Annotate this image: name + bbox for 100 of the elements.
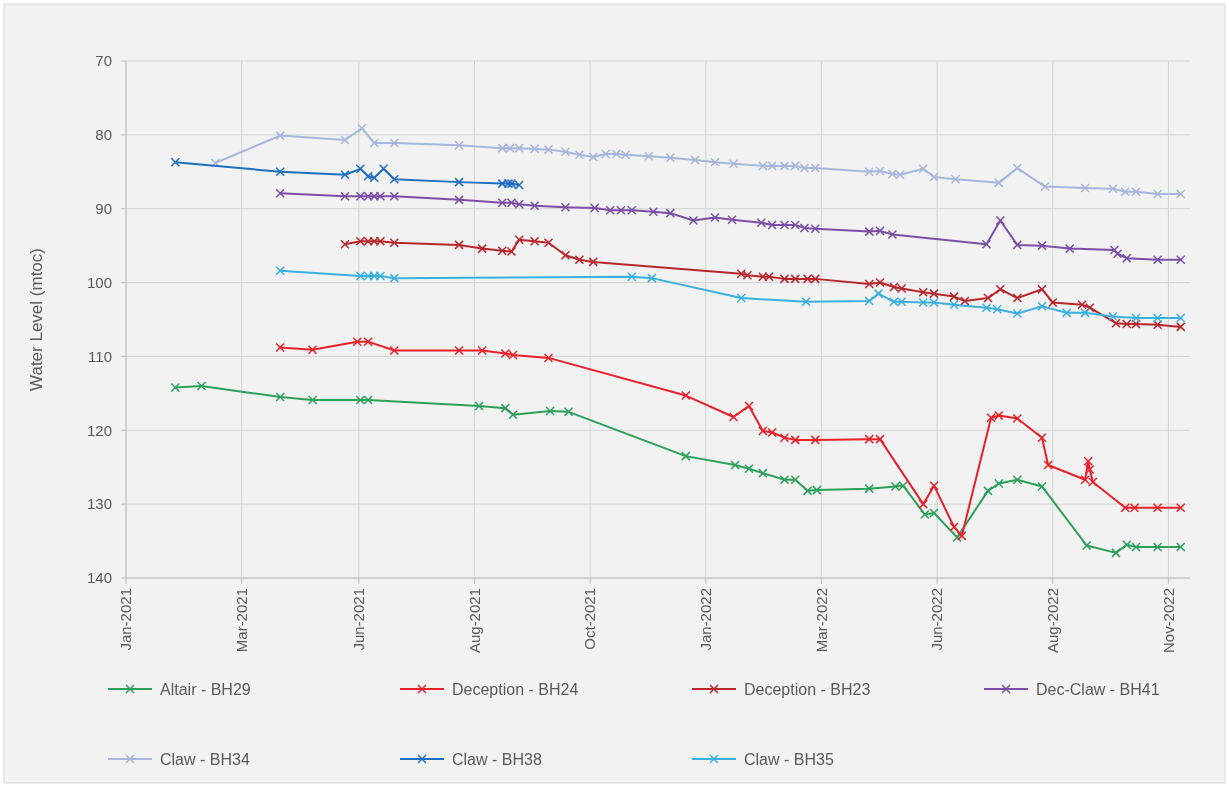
- point: [1176, 503, 1186, 513]
- point: [665, 208, 676, 218]
- point: [873, 288, 884, 299]
- point: [477, 345, 487, 356]
- legend-label: Deception - BH23: [744, 680, 871, 698]
- point: [454, 140, 464, 150]
- point: [952, 532, 962, 543]
- point: [647, 273, 657, 283]
- point: [810, 435, 821, 445]
- point: [545, 406, 555, 416]
- legend-label: Claw - BH38: [452, 750, 542, 768]
- point: [1176, 189, 1186, 199]
- point: [574, 254, 585, 265]
- point: [340, 169, 350, 180]
- y-tick-label: 90: [95, 199, 112, 217]
- point: [275, 130, 285, 141]
- point: [1176, 254, 1186, 265]
- point: [1012, 413, 1023, 424]
- point: [710, 212, 720, 223]
- legend-label: Deception - BH24: [452, 680, 579, 698]
- point: [790, 435, 800, 445]
- point: [949, 299, 959, 310]
- point: [508, 410, 518, 420]
- point: [730, 460, 740, 470]
- point: [688, 215, 699, 226]
- point: [307, 345, 318, 355]
- point: [950, 174, 961, 184]
- point: [1080, 183, 1090, 193]
- point: [1048, 297, 1058, 308]
- point: [1152, 503, 1163, 513]
- y-tick-label: 80: [95, 126, 112, 144]
- point: [1176, 542, 1186, 552]
- point: [1043, 460, 1053, 470]
- point: [477, 243, 487, 254]
- point: [728, 158, 739, 169]
- point: [563, 407, 574, 417]
- x-tick-label: Jan-2022: [697, 588, 715, 651]
- point: [665, 153, 676, 163]
- point: [588, 152, 598, 162]
- point: [454, 240, 464, 250]
- point: [1040, 181, 1050, 192]
- point: [560, 147, 571, 157]
- point: [560, 250, 571, 260]
- point: [389, 138, 400, 148]
- point: [1152, 319, 1163, 330]
- point: [758, 468, 768, 478]
- point: [681, 390, 691, 401]
- point: [767, 220, 777, 230]
- x-tick-label: Aug-2021: [465, 588, 483, 654]
- point: [644, 151, 654, 162]
- legend-label: Claw - BH35: [744, 750, 834, 768]
- point: [560, 202, 571, 212]
- point: [574, 150, 585, 160]
- point: [1131, 313, 1141, 323]
- point: [736, 293, 747, 303]
- point: [529, 201, 540, 211]
- point: [995, 284, 1006, 294]
- x-tick-label: Nov-2022: [1159, 588, 1177, 654]
- point: [389, 237, 400, 248]
- point: [728, 412, 739, 422]
- point: [1037, 240, 1047, 251]
- point: [514, 234, 524, 245]
- point: [389, 345, 400, 356]
- point: [1111, 548, 1121, 558]
- point: [864, 483, 875, 494]
- point: [1037, 432, 1047, 443]
- point: [1109, 245, 1120, 255]
- point: [543, 353, 554, 363]
- point: [1108, 311, 1118, 322]
- y-tick-label: 130: [86, 495, 112, 513]
- point: [995, 215, 1006, 226]
- point: [994, 178, 1004, 188]
- point: [389, 174, 400, 184]
- point: [918, 164, 928, 174]
- point: [949, 522, 959, 532]
- point: [1152, 313, 1163, 323]
- x-tick-label: Jan-2021: [117, 588, 135, 651]
- point: [801, 297, 811, 307]
- y-axis-title: Water Level (mtoc): [27, 248, 46, 391]
- point: [170, 382, 181, 393]
- point: [275, 167, 285, 177]
- point: [983, 293, 993, 303]
- point: [727, 215, 737, 225]
- point: [196, 381, 207, 391]
- point: [957, 531, 967, 541]
- point: [1037, 284, 1047, 294]
- x-tick-label: Aug-2022: [1044, 588, 1062, 654]
- y-tick-label: 110: [88, 347, 112, 365]
- point: [340, 135, 350, 145]
- y-tick-label: 140: [86, 569, 112, 587]
- point: [864, 296, 875, 306]
- point: [690, 155, 700, 165]
- point: [454, 177, 464, 187]
- point: [474, 401, 484, 411]
- point: [590, 203, 600, 213]
- point: [454, 195, 464, 205]
- point: [357, 123, 367, 133]
- point: [1012, 163, 1023, 173]
- point: [389, 191, 400, 201]
- legend-label: Claw - BH34: [160, 750, 250, 768]
